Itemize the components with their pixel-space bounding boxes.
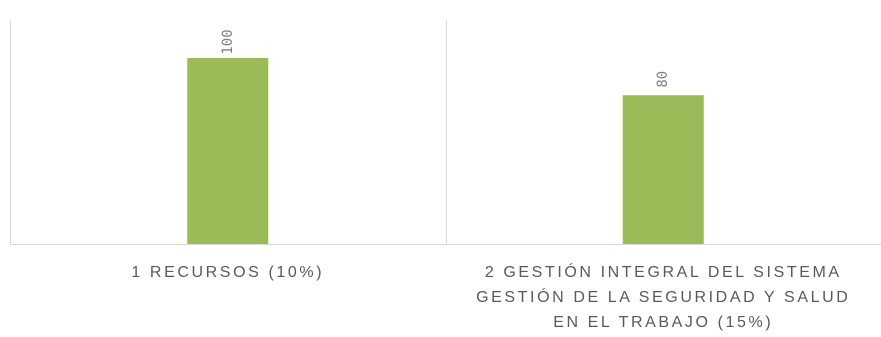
category-label-1: 1 RECURSOS (10%) <box>131 264 324 281</box>
bar-1 <box>187 58 269 244</box>
chart-axes <box>10 20 881 245</box>
category-label-line: EN EL TRABAJO (15%) <box>553 314 773 331</box>
bar-2 <box>622 95 704 244</box>
chart-category-labels: 1 RECURSOS (10%) 2 GESTIÓN INTEGRAL DEL S… <box>131 262 850 331</box>
category-label-line: 1 RECURSOS (10%) <box>131 264 324 281</box>
category-label-2: 2 GESTIÓN INTEGRAL DEL SISTEMA GESTIÓN DE… <box>476 262 850 331</box>
data-label-1: 100 <box>220 29 236 54</box>
chart-bars <box>187 58 704 244</box>
chart-data-labels: 100 80 <box>220 29 672 87</box>
category-label-line: 2 GESTIÓN INTEGRAL DEL SISTEMA <box>485 262 842 281</box>
category-label-line: GESTIÓN DE LA SEGURIDAD Y SALUD <box>476 287 850 306</box>
data-label-2: 80 <box>655 71 671 88</box>
